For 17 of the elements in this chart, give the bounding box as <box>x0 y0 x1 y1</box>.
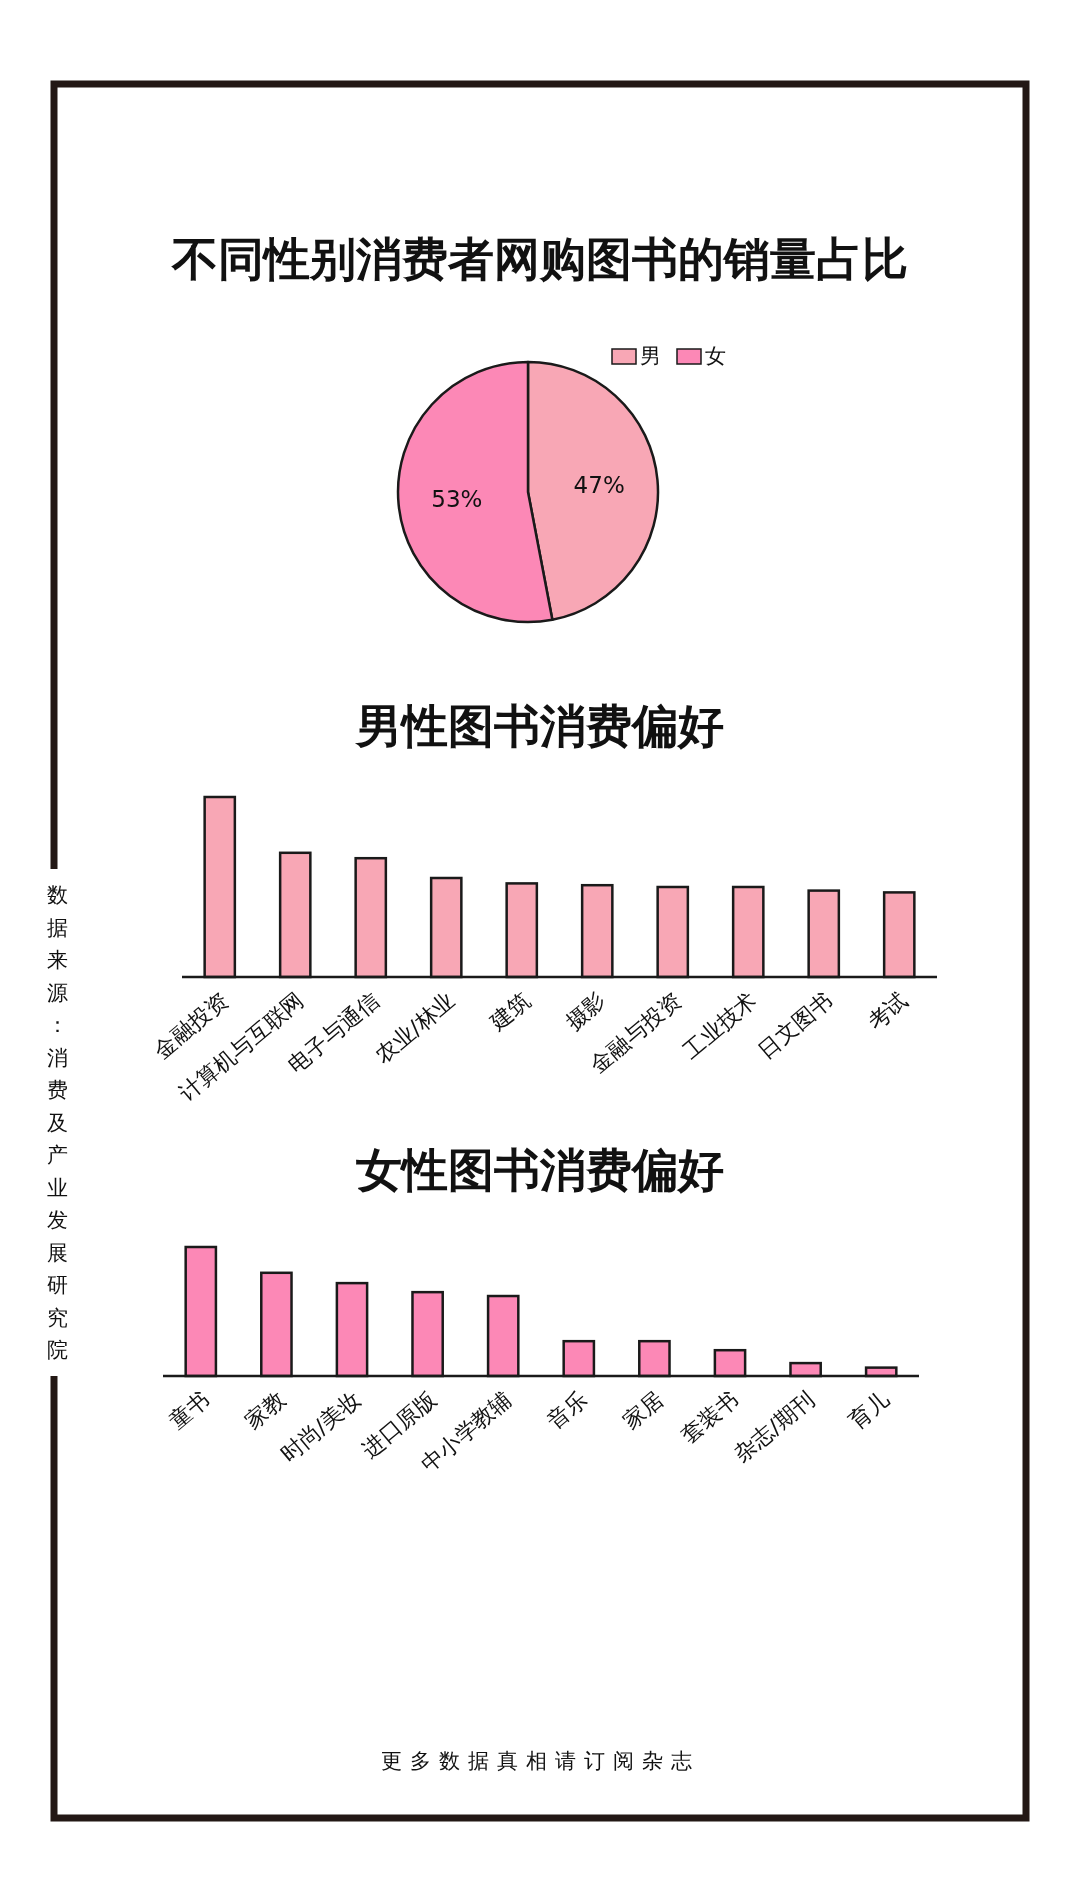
x-tick-label: 童书 <box>164 1386 215 1435</box>
legend-label: 女 <box>705 344 726 368</box>
chart-title: 女性图书消费偏好 <box>356 1143 724 1197</box>
x-tick-label: 建筑 <box>484 987 535 1036</box>
x-tick-label: 考试 <box>862 987 913 1036</box>
text: 更多数据真相请订阅杂志 <box>380 1749 700 1773</box>
legend-label: 男 <box>640 344 661 368</box>
x-tick-label: 音乐 <box>542 1386 593 1435</box>
chart-title: 不同性别消费者网购图书的销量占比 <box>171 232 908 286</box>
x-tick-label: 家居 <box>617 1386 668 1435</box>
x-tick-label: 家教 <box>239 1386 290 1435</box>
data-label: 53% <box>431 485 483 512</box>
x-tick-label: 育儿 <box>844 1386 895 1435</box>
chart-title: 男性图书消费偏好 <box>354 699 724 753</box>
text: 数据来源：消费及产业发展研究院 <box>46 883 68 1362</box>
data-label: 47% <box>573 472 625 499</box>
x-tick-label: 摄影 <box>560 987 611 1036</box>
